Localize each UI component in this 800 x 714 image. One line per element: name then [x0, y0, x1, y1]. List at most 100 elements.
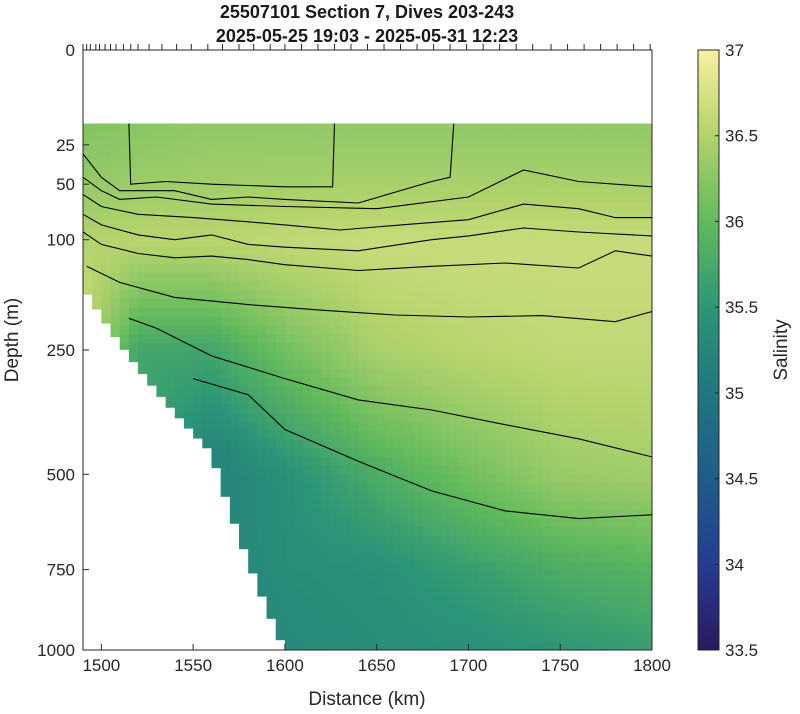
salinity-cell — [349, 614, 359, 625]
salinity-cell — [183, 272, 194, 283]
salinity-cell — [101, 272, 112, 283]
salinity-cell — [514, 298, 525, 309]
salinity-cell — [312, 448, 323, 458]
salinity-cell — [532, 334, 543, 344]
salinity-cell — [505, 255, 515, 265]
salinity-cell — [211, 158, 222, 168]
salinity-cell — [275, 535, 286, 546]
salinity-cell — [202, 351, 213, 362]
salinity-cell — [459, 263, 470, 274]
salinity-cell — [450, 641, 460, 650]
salinity-cell — [413, 632, 424, 642]
salinity-cell — [486, 351, 497, 362]
salinity-cell — [505, 307, 515, 318]
salinity-cell — [532, 500, 543, 511]
salinity-cell — [266, 281, 277, 291]
salinity-cell — [459, 342, 470, 353]
salinity-cell — [523, 158, 534, 168]
salinity-cell — [358, 623, 369, 634]
salinity-cell — [587, 421, 598, 432]
salinity-cell — [174, 193, 185, 204]
salinity-cell — [395, 562, 405, 572]
salinity-cell — [440, 184, 451, 195]
salinity-cell — [551, 614, 561, 625]
salinity-cell — [569, 421, 580, 432]
salinity-cell — [275, 141, 286, 151]
salinity-cell — [147, 342, 158, 353]
salinity-cell — [321, 141, 332, 151]
salinity-cell — [376, 281, 387, 291]
salinity-cell — [486, 623, 497, 634]
salinity-cell — [551, 325, 561, 335]
salinity-cell — [284, 448, 295, 458]
salinity-cell — [569, 325, 580, 335]
salinity-cell — [294, 360, 304, 370]
salinity-cell — [560, 386, 571, 397]
salinity-cell — [606, 237, 616, 247]
salinity-cell — [321, 483, 332, 493]
salinity-cell — [312, 535, 323, 546]
salinity-cell — [541, 571, 552, 581]
salinity-cell — [404, 141, 414, 151]
salinity-cell — [468, 220, 479, 230]
salinity-cell — [202, 263, 213, 274]
salinity-cell — [110, 263, 121, 274]
salinity-cell — [266, 360, 277, 370]
salinity-cell — [578, 588, 589, 598]
salinity-cell — [193, 237, 203, 247]
salinity-cell — [587, 298, 598, 309]
salinity-cell — [440, 579, 451, 590]
salinity-cell — [459, 439, 470, 449]
salinity-cell — [514, 641, 525, 650]
salinity-cell — [633, 386, 644, 397]
salinity-cell — [395, 369, 405, 379]
salinity-cell — [440, 492, 451, 502]
salinity-cell — [321, 492, 332, 502]
salinity-cell — [147, 290, 158, 300]
salinity-cell — [92, 202, 102, 212]
salinity-cell — [514, 334, 525, 344]
salinity-cell — [303, 334, 314, 344]
salinity-cell — [266, 500, 277, 511]
salinity-cell — [642, 404, 652, 414]
salinity-cell — [468, 132, 479, 142]
salinity-cell — [266, 544, 277, 555]
salinity-cell — [257, 176, 268, 186]
salinity-cell — [596, 202, 607, 212]
salinity-cell — [532, 325, 543, 335]
salinity-cell — [422, 413, 433, 423]
salinity-cell — [312, 281, 323, 291]
salinity-cell — [495, 465, 506, 476]
salinity-cell — [551, 395, 561, 405]
salinity-cell — [165, 149, 176, 160]
salinity-cell — [431, 544, 442, 555]
salinity-cell — [431, 465, 442, 476]
salinity-cell — [633, 123, 644, 133]
salinity-cell — [587, 632, 598, 642]
salinity-cell — [220, 272, 231, 283]
salinity-cell — [248, 211, 258, 221]
salinity-cell — [92, 228, 102, 239]
salinity-cell — [385, 298, 396, 309]
salinity-cell — [358, 588, 369, 598]
salinity-cell — [624, 228, 635, 239]
salinity-cell — [560, 377, 571, 388]
salinity-cell — [633, 132, 644, 142]
salinity-cell — [193, 395, 203, 405]
salinity-cell — [404, 597, 414, 607]
salinity-cell — [624, 325, 635, 335]
salinity-cell — [560, 509, 571, 519]
salinity-cell — [615, 623, 626, 634]
salinity-cell — [495, 544, 506, 555]
salinity-cell — [587, 597, 598, 607]
salinity-cell — [569, 123, 580, 133]
salinity-cell — [275, 246, 286, 256]
salinity-cell — [514, 413, 525, 423]
salinity-cell — [615, 316, 626, 326]
salinity-cell — [358, 535, 369, 546]
salinity-cell — [284, 465, 295, 476]
salinity-cell — [450, 272, 460, 283]
salinity-cell — [257, 571, 268, 581]
salinity-cell — [477, 377, 488, 388]
salinity-cell — [431, 439, 442, 449]
